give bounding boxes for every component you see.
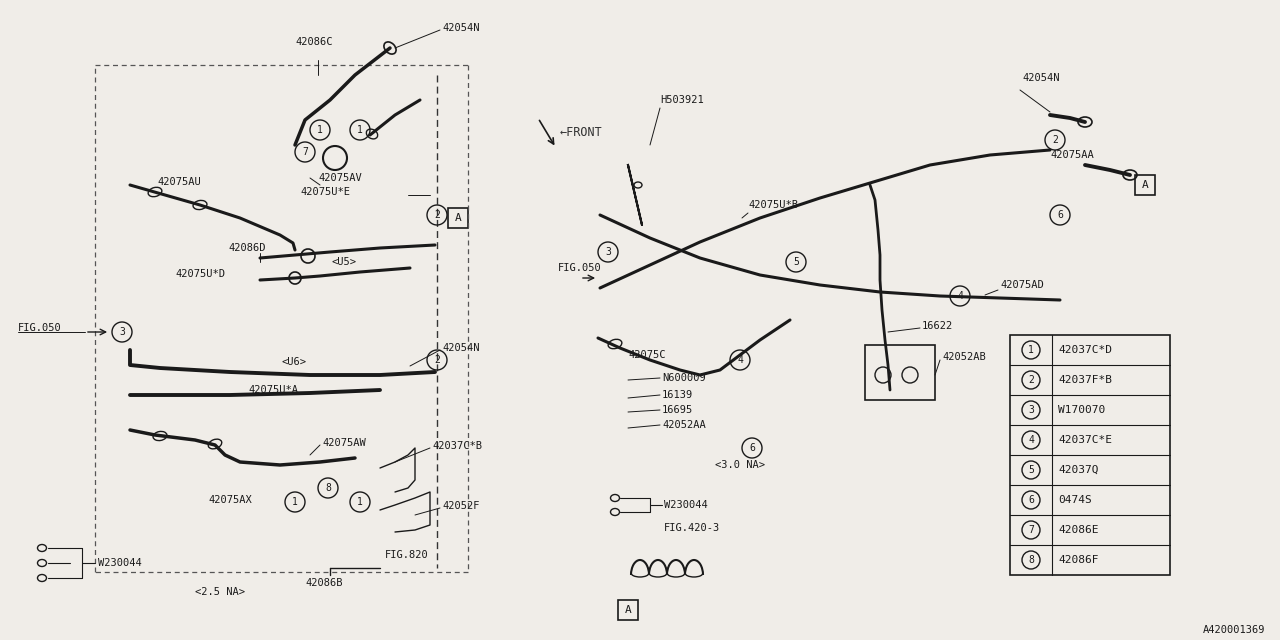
Text: 4: 4 xyxy=(957,291,963,301)
Text: 7: 7 xyxy=(1028,525,1034,535)
Text: 42075AD: 42075AD xyxy=(1000,280,1043,290)
Text: 8: 8 xyxy=(1028,555,1034,565)
Text: 3: 3 xyxy=(605,247,611,257)
Text: <3.0 NA>: <3.0 NA> xyxy=(716,460,765,470)
Text: W170070: W170070 xyxy=(1059,405,1105,415)
Text: 42037C*D: 42037C*D xyxy=(1059,345,1112,355)
Bar xyxy=(618,600,637,620)
Text: 42054N: 42054N xyxy=(1021,73,1060,83)
Bar xyxy=(1010,335,1170,575)
Text: 2: 2 xyxy=(434,210,440,220)
Text: 42075AV: 42075AV xyxy=(317,173,362,183)
Text: FIG.050: FIG.050 xyxy=(18,323,61,333)
Text: 42054N: 42054N xyxy=(442,23,480,33)
Text: 42075AA: 42075AA xyxy=(1050,150,1093,160)
Text: A420001369: A420001369 xyxy=(1202,625,1265,635)
Text: 5: 5 xyxy=(1028,465,1034,475)
Text: 4: 4 xyxy=(737,355,742,365)
Text: <U5>: <U5> xyxy=(332,257,357,267)
Text: 5: 5 xyxy=(794,257,799,267)
Text: 1: 1 xyxy=(357,497,364,507)
Text: 42052AA: 42052AA xyxy=(662,420,705,430)
Text: 42037F*B: 42037F*B xyxy=(1059,375,1112,385)
Text: 42075U*E: 42075U*E xyxy=(300,187,349,197)
Text: 4: 4 xyxy=(1028,435,1034,445)
Text: 3: 3 xyxy=(1028,405,1034,415)
Text: A: A xyxy=(454,213,461,223)
Text: 42075C: 42075C xyxy=(628,350,666,360)
Text: 2: 2 xyxy=(1052,135,1059,145)
Text: 6: 6 xyxy=(1057,210,1062,220)
Text: A: A xyxy=(1142,180,1148,190)
Text: 42052AB: 42052AB xyxy=(942,352,986,362)
Text: <U6>: <U6> xyxy=(282,357,307,367)
Text: 42037C*B: 42037C*B xyxy=(433,441,483,451)
Text: 1: 1 xyxy=(292,497,298,507)
Text: 42037C*E: 42037C*E xyxy=(1059,435,1112,445)
Text: 16695: 16695 xyxy=(662,405,694,415)
Text: ←FRONT: ←FRONT xyxy=(561,125,603,138)
Text: FIG.820: FIG.820 xyxy=(385,550,429,560)
Text: W230044: W230044 xyxy=(99,558,142,568)
Bar xyxy=(1135,175,1155,195)
Text: 42075U*D: 42075U*D xyxy=(175,269,225,279)
Text: 16622: 16622 xyxy=(922,321,954,331)
Text: 42075U*B: 42075U*B xyxy=(748,200,797,210)
Text: FIG.420-3: FIG.420-3 xyxy=(664,523,721,533)
Text: 3: 3 xyxy=(119,327,125,337)
Text: 0474S: 0474S xyxy=(1059,495,1092,505)
Text: 1: 1 xyxy=(317,125,323,135)
Text: W230044: W230044 xyxy=(664,500,708,510)
Text: <2.5 NA>: <2.5 NA> xyxy=(195,587,244,597)
Text: 42075AX: 42075AX xyxy=(207,495,252,505)
Text: 42052F: 42052F xyxy=(442,501,480,511)
Text: 42075U*A: 42075U*A xyxy=(248,385,298,395)
Text: 16139: 16139 xyxy=(662,390,694,400)
Text: 2: 2 xyxy=(434,355,440,365)
Text: 6: 6 xyxy=(1028,495,1034,505)
Text: 42086E: 42086E xyxy=(1059,525,1098,535)
Text: 42086F: 42086F xyxy=(1059,555,1098,565)
Text: H503921: H503921 xyxy=(660,95,704,105)
Text: 42075AW: 42075AW xyxy=(323,438,366,448)
Text: 42075AU: 42075AU xyxy=(157,177,201,187)
Text: 42086C: 42086C xyxy=(294,37,333,47)
Text: FIG.050: FIG.050 xyxy=(558,263,602,273)
Text: 1: 1 xyxy=(1028,345,1034,355)
Text: 7: 7 xyxy=(302,147,308,157)
Bar xyxy=(448,208,468,228)
Text: 42086B: 42086B xyxy=(305,578,343,588)
Text: 2: 2 xyxy=(1028,375,1034,385)
Text: 42086D: 42086D xyxy=(228,243,265,253)
Text: 42054N: 42054N xyxy=(442,343,480,353)
Text: A: A xyxy=(625,605,631,615)
Text: 1: 1 xyxy=(357,125,364,135)
Text: 8: 8 xyxy=(325,483,332,493)
Bar xyxy=(865,345,934,400)
Text: 42037Q: 42037Q xyxy=(1059,465,1098,475)
Text: N600009: N600009 xyxy=(662,373,705,383)
Text: 6: 6 xyxy=(749,443,755,453)
